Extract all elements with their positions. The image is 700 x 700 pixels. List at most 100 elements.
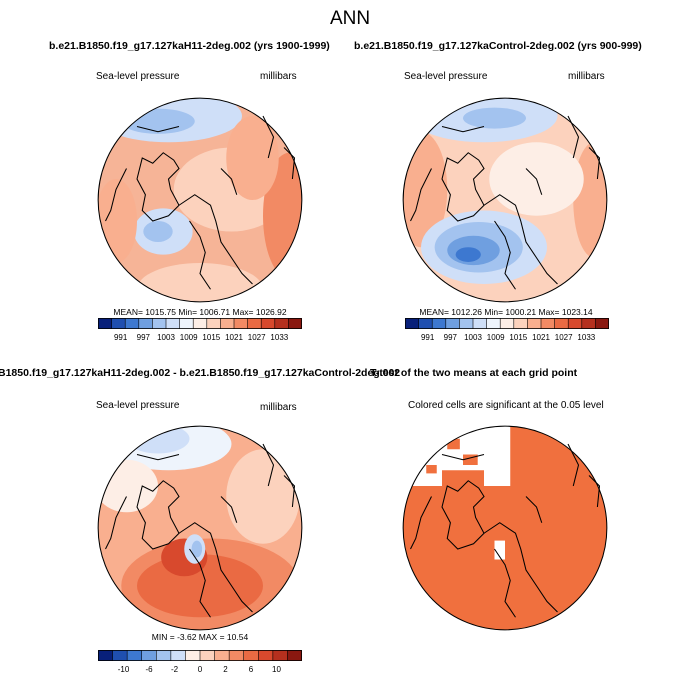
colorbar-tick-label: 997 — [444, 333, 458, 342]
colorbar-swatch — [500, 318, 515, 329]
colorbar-tick-label: 2 — [223, 665, 228, 674]
colorbar-tick-label: 1015 — [202, 333, 220, 342]
colorbar-tick-label: 1033 — [270, 333, 288, 342]
colorbar-tick-label: 997 — [137, 333, 151, 342]
colorbar-swatch — [200, 650, 216, 661]
colorbar-swatch — [554, 318, 569, 329]
colorbar-swatch — [287, 650, 302, 661]
colorbar-swatch — [405, 318, 420, 329]
difference-units-label: millibars — [260, 402, 297, 413]
colorbar-tick-label: 1027 — [555, 333, 573, 342]
ttest-significant-patch-1 — [447, 438, 460, 450]
case2-low-core-north — [463, 107, 526, 129]
ttest-title: T-test of the two means at each grid poi… — [370, 367, 578, 379]
colorbar-swatch — [513, 318, 528, 329]
colorbar-swatch — [243, 650, 259, 661]
colorbar-swatch — [272, 650, 288, 661]
colorbar-swatch — [541, 318, 556, 329]
colorbar-tick-label: 1021 — [225, 333, 243, 342]
difference-title: B1850.f19_g17.127kaH11-2deg.002 - b.e21.… — [0, 367, 401, 379]
case1-polar-map — [97, 97, 303, 303]
colorbar-swatch — [98, 650, 114, 661]
colorbar-swatch — [156, 650, 172, 661]
colorbar-swatch — [185, 650, 201, 661]
colorbar-swatch — [141, 650, 157, 661]
colorbar-swatch — [473, 318, 488, 329]
case2-map-border — [402, 97, 608, 303]
difference-map-border — [97, 425, 303, 631]
colorbar-swatch — [258, 650, 274, 661]
colorbar-swatch — [127, 650, 143, 661]
case1-colorbar: 991 997 1003 1009 1015 1021 1027 1033 — [98, 318, 302, 342]
case1-map-border — [97, 97, 303, 303]
difference-colorbar: -10 -6 -2 0 2 6 10 — [98, 650, 302, 674]
colorbar-tick-label: 1027 — [248, 333, 266, 342]
colorbar-swatch — [220, 318, 235, 329]
colorbar-swatch — [418, 318, 433, 329]
colorbar-tick-label: 991 — [421, 333, 435, 342]
ttest-polar-map — [402, 425, 608, 631]
colorbar-tick-label: 1015 — [509, 333, 527, 342]
difference-min-core — [191, 540, 203, 558]
colorbar-frame — [405, 318, 609, 329]
colorbar-swatch — [206, 318, 221, 329]
case1-units-label: millibars — [260, 71, 297, 82]
colorbar-tick-label: 991 — [114, 333, 128, 342]
colorbar-swatch — [432, 318, 447, 329]
difference-polar-map — [97, 425, 303, 631]
ttest-significant-patch-3 — [426, 465, 437, 474]
colorbar-swatch — [170, 650, 186, 661]
case1-title: b.e21.B1850.f19_g17.127kaH11-2deg.002 (y… — [49, 40, 330, 52]
colorbar-tick-label: 1003 — [157, 333, 175, 342]
ttest-significant-patch-2 — [463, 454, 478, 465]
colorbar-tick-label: 1009 — [487, 333, 505, 342]
colorbar-swatch — [214, 650, 230, 661]
colorbar-swatch — [445, 318, 460, 329]
colorbar-frame — [98, 318, 302, 329]
case1-variable-label: Sea-level pressure — [96, 71, 180, 82]
difference-coastlines — [105, 443, 296, 618]
ttest-coastlines — [410, 443, 601, 618]
colorbar-swatch — [274, 318, 289, 329]
colorbar-tick-label: 1021 — [532, 333, 550, 342]
colorbar-tick-label: 0 — [198, 665, 203, 674]
case2-title: b.e21.B1850.f19_g17.127kaControl-2deg.00… — [354, 40, 642, 52]
colorbar-swatch — [234, 318, 249, 329]
case2-stats: MEAN= 1012.26 Min= 1000.21 Max= 1023.14 — [419, 307, 593, 317]
colorbar-tick-label: 1009 — [180, 333, 198, 342]
colorbar-tick-label: -10 — [118, 665, 130, 674]
case2-low-center-atlantic — [455, 247, 481, 262]
case2-polar-map — [402, 97, 608, 303]
ttest-not-significant-spot — [494, 540, 505, 560]
colorbar-swatch — [152, 318, 167, 329]
colorbar-swatch — [179, 318, 194, 329]
case1-coastlines — [105, 115, 296, 290]
case1-low-core-atlantic — [143, 221, 173, 242]
case1-high-region-ne — [226, 116, 279, 200]
case1-pale-region-south — [137, 263, 263, 302]
colorbar-swatch — [229, 650, 245, 661]
case2-units-label: millibars — [568, 71, 605, 82]
colorbar-swatch — [486, 318, 501, 329]
colorbar-swatch — [247, 318, 262, 329]
colorbar-swatch — [166, 318, 181, 329]
colorbar-swatch — [261, 318, 276, 329]
colorbar-swatch — [193, 318, 208, 329]
difference-variable-label: Sea-level pressure — [96, 400, 180, 411]
colorbar-swatch — [581, 318, 596, 329]
season-title: ANN — [329, 8, 371, 29]
difference-stats: MIN = -3.62 MAX = 10.54 — [151, 632, 249, 642]
case1-high-region-east — [263, 152, 302, 279]
colorbar-swatch — [288, 318, 302, 329]
colorbar-frame — [98, 650, 302, 661]
case1-stats: MEAN= 1015.75 Min= 1006.71 Max= 1026.92 — [113, 307, 287, 317]
colorbar-swatch — [568, 318, 583, 329]
colorbar-tick-label: -2 — [171, 665, 179, 674]
colorbar-tick-label: 10 — [272, 665, 281, 674]
colorbar-swatch — [459, 318, 474, 329]
colorbar-swatch — [98, 318, 113, 329]
colorbar-swatch — [125, 318, 140, 329]
difference-pale-ne — [226, 449, 300, 544]
ttest-map-border — [402, 425, 608, 631]
colorbar-swatch — [527, 318, 542, 329]
